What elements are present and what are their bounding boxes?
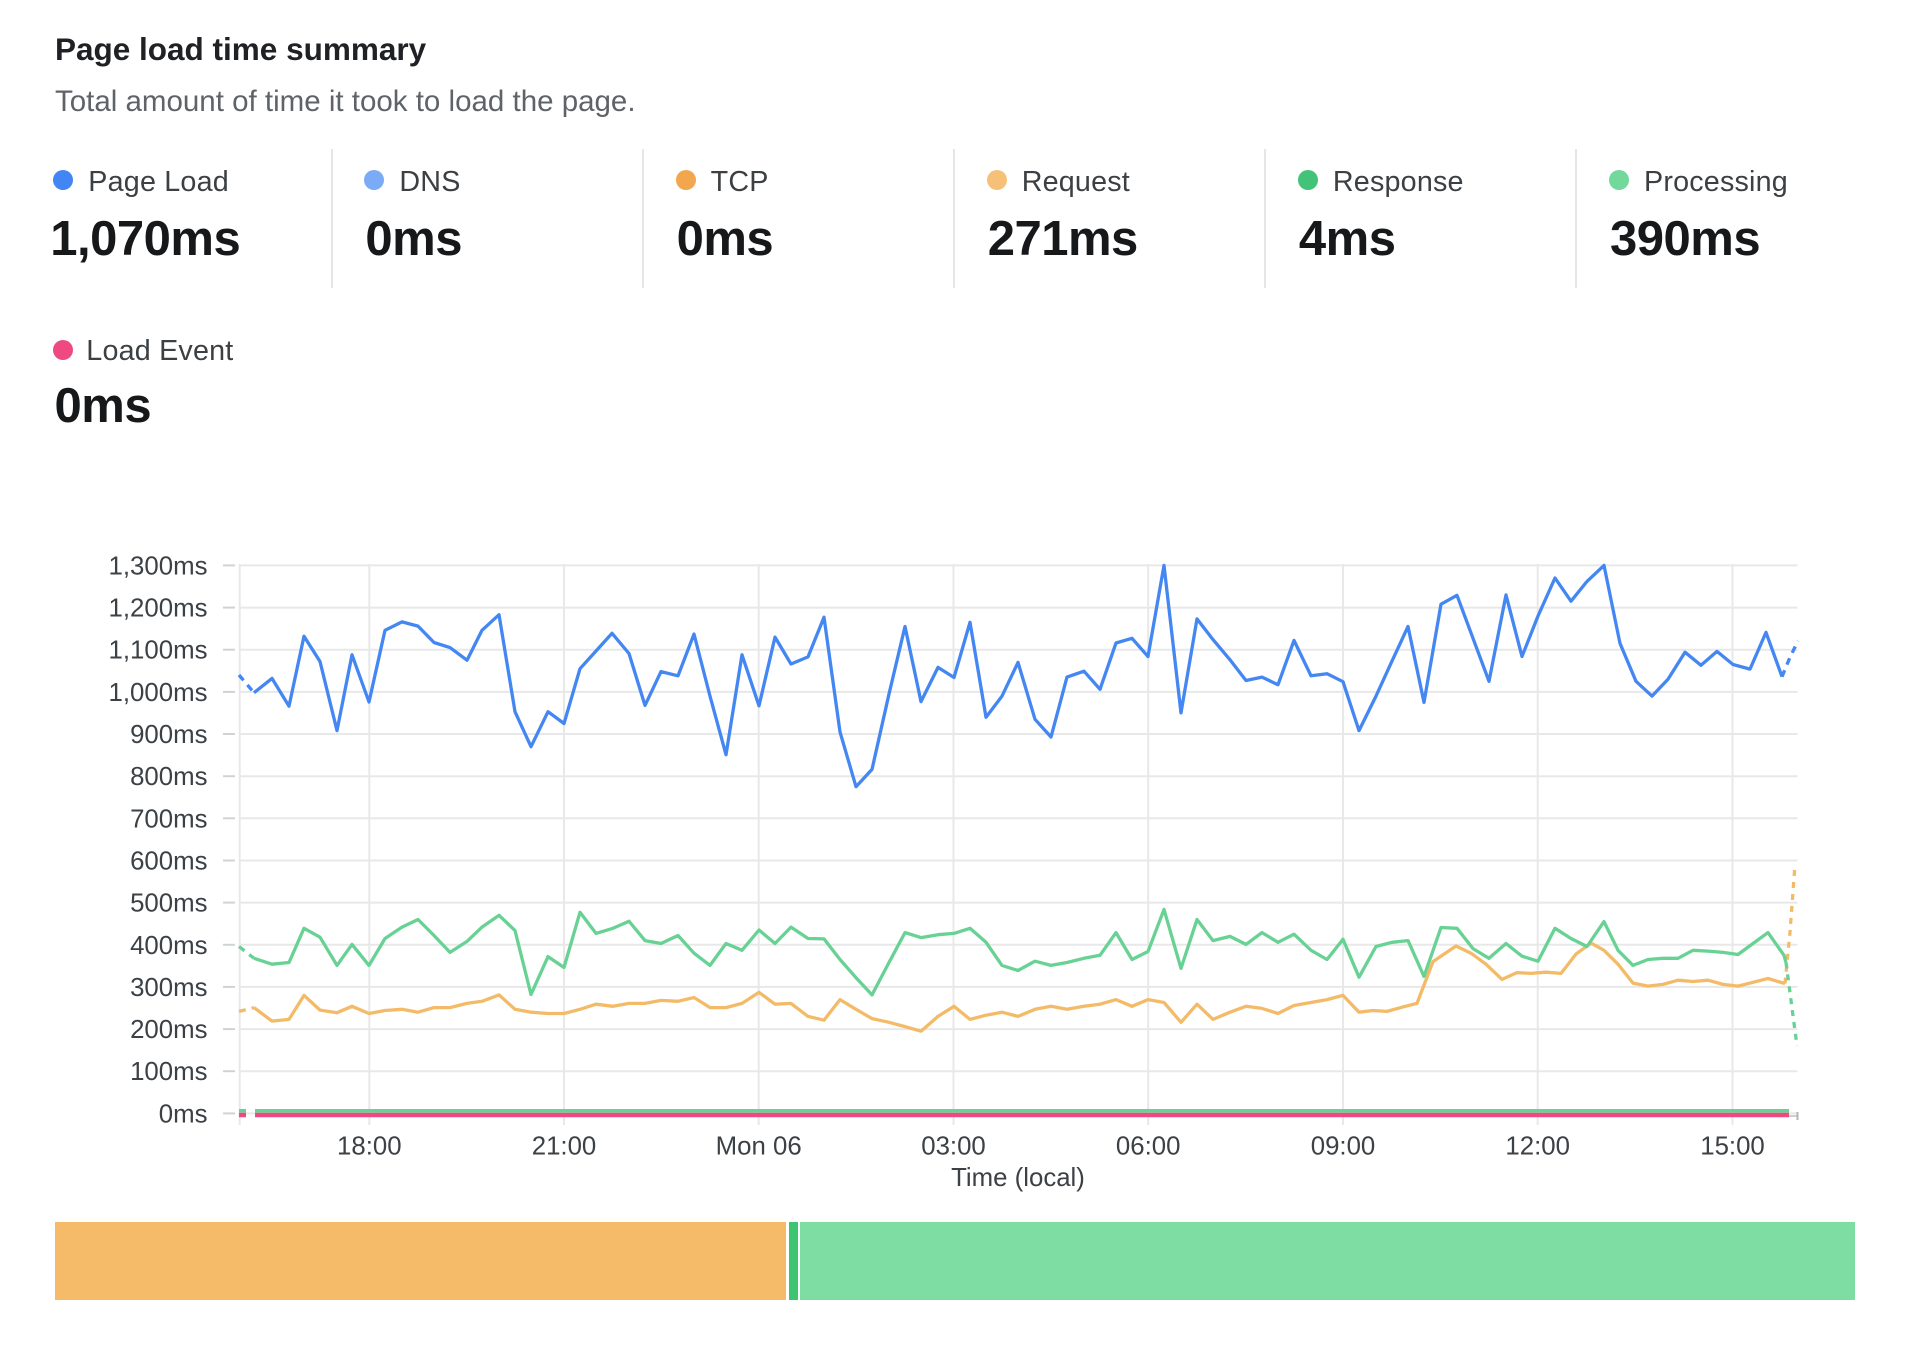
svg-text:1,100ms: 1,100ms — [109, 637, 208, 665]
svg-text:800ms: 800ms — [130, 763, 207, 791]
svg-text:03:00: 03:00 — [921, 1133, 986, 1161]
svg-text:Time (local): Time (local) — [951, 1164, 1085, 1192]
svg-text:500ms: 500ms — [130, 890, 207, 918]
svg-text:700ms: 700ms — [130, 805, 207, 833]
svg-text:400ms: 400ms — [130, 932, 207, 960]
svg-text:18:00: 18:00 — [337, 1133, 402, 1161]
svg-text:200ms: 200ms — [130, 1016, 207, 1044]
svg-text:0ms: 0ms — [159, 1100, 208, 1128]
svg-text:1,000ms: 1,000ms — [109, 679, 208, 707]
svg-text:15:00: 15:00 — [1700, 1133, 1765, 1161]
svg-text:21:00: 21:00 — [532, 1133, 597, 1161]
svg-text:06:00: 06:00 — [1116, 1133, 1181, 1161]
svg-text:600ms: 600ms — [130, 848, 207, 876]
svg-text:1,200ms: 1,200ms — [109, 595, 208, 623]
svg-text:900ms: 900ms — [130, 721, 207, 749]
svg-text:09:00: 09:00 — [1311, 1133, 1376, 1161]
svg-text:1,300ms: 1,300ms — [109, 552, 208, 580]
svg-text:12:00: 12:00 — [1505, 1133, 1570, 1161]
svg-text:Mon 06: Mon 06 — [716, 1133, 802, 1161]
svg-text:100ms: 100ms — [130, 1058, 207, 1086]
svg-text:300ms: 300ms — [130, 974, 207, 1002]
